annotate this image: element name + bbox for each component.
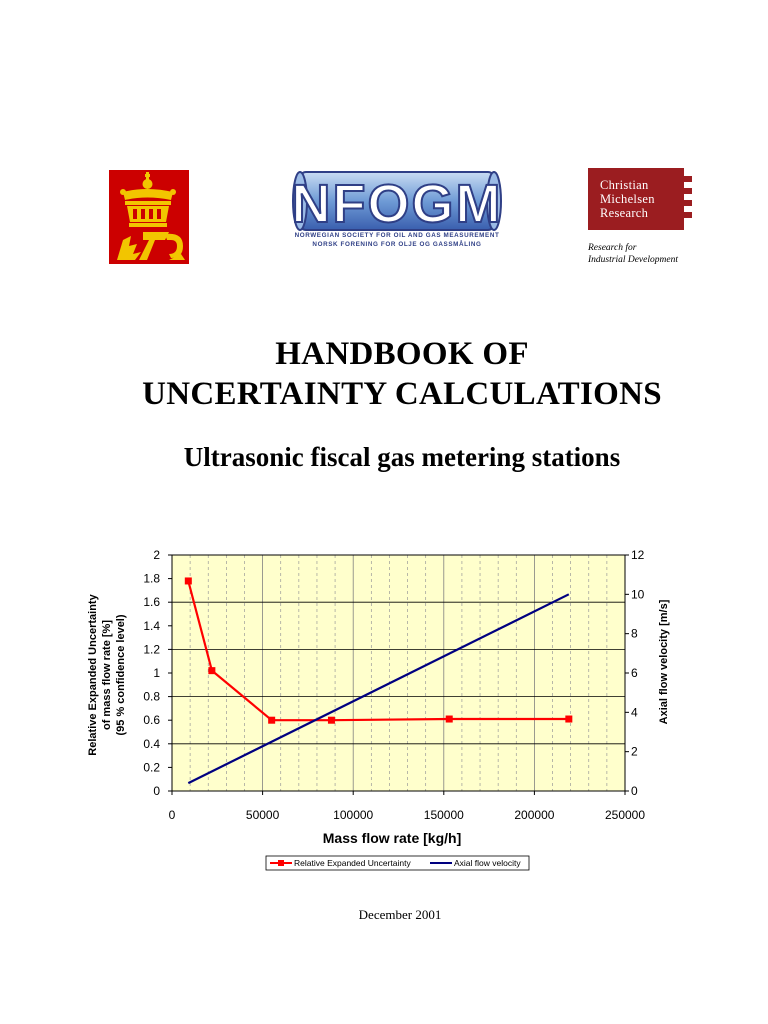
uncertainty-data-point xyxy=(445,715,453,723)
legend-box xyxy=(265,855,530,871)
velocity-series-line xyxy=(187,593,570,785)
cmr-logo-tick xyxy=(684,176,692,182)
x-axis-label: Mass flow rate [kg/h] xyxy=(323,830,461,846)
x-tick-label: 100000 xyxy=(333,808,373,822)
cmr-logo-box: Christian Michelsen Research xyxy=(588,168,684,230)
y-axis-label-line3: (95 % confidence level) xyxy=(115,614,127,735)
y2-tick-label: 12 xyxy=(631,548,645,562)
y-tick-label: 0.6 xyxy=(143,713,160,727)
uncertainty-data-point xyxy=(184,577,192,585)
cmr-tagline-line1: Research for xyxy=(588,243,637,253)
uncertainty-data-point xyxy=(208,667,216,675)
y-tick-label: 0.8 xyxy=(143,690,160,704)
nfogm-logo-text: NFOGM xyxy=(292,174,503,234)
plot-area xyxy=(172,555,625,791)
norway-crest-logo xyxy=(109,170,189,264)
y-tick-label: 1 xyxy=(153,666,160,680)
uncertainty-series-line xyxy=(187,580,569,722)
y2-tick-label: 0 xyxy=(631,784,638,798)
cmr-logo-tick xyxy=(684,200,692,206)
legend-marker-uncertainty xyxy=(278,860,284,866)
y-tick-label: 2 xyxy=(153,548,160,562)
uncertainty-chart-svg: 0 0.2 0.4 0.6 0.8 1 1.2 1.4 1.6 1.8 2 0 2 4 6 8 10 12 0 500… xyxy=(87,548,670,871)
cmr-logo: Christian Michelsen Research Research fo… xyxy=(588,168,692,265)
y-axis-label-line1: Relative Expanded Uncertainty xyxy=(87,593,99,755)
y-tick-label: 0 xyxy=(153,784,160,798)
y2-tick-label: 10 xyxy=(631,587,645,601)
document-title-line1: HANDBOOK OF xyxy=(275,336,529,372)
cmr-name-line1: Christian xyxy=(600,178,649,192)
legend-label-velocity: Axial flow velocity xyxy=(454,858,521,868)
x-tick-label: 50000 xyxy=(246,808,280,822)
x-tick-label: 200000 xyxy=(514,808,554,822)
y-tick-label: 1.6 xyxy=(143,595,160,609)
y2-tick-label: 8 xyxy=(631,627,638,641)
cmr-name-line2: Michelsen xyxy=(600,192,655,206)
legend-label-uncertainty: Relative Expanded Uncertainty xyxy=(294,858,411,868)
x-tick-label: 0 xyxy=(169,808,176,822)
y2-axis-label: Axial flow velocity [m/s] xyxy=(658,599,670,724)
uncertainty-data-point xyxy=(268,716,276,724)
cmr-logo-tick xyxy=(684,212,692,218)
y-axis-label-line2: of mass flow rate [%] xyxy=(101,620,113,730)
uncertainty-chart: 0 0.2 0.4 0.6 0.8 1 1.2 1.4 1.6 1.8 2 0 2 4 6 8 10 12 0 500… xyxy=(80,540,680,880)
uncertainty-data-point xyxy=(327,716,335,724)
nfogm-subtitle-line2: NORSK FORENING FOR OLJE OG GASSMÅLING xyxy=(312,241,482,248)
y2-tick-label: 4 xyxy=(631,705,638,719)
document-title-line2: UNCERTAINTY CALCULATIONS xyxy=(142,376,662,412)
document-date: December 2001 xyxy=(358,907,442,922)
y2-tick-label: 6 xyxy=(631,666,638,680)
cmr-logo-tick xyxy=(684,188,692,194)
chart-legend: Relative Expanded Uncertainty Axial flow… xyxy=(265,855,530,871)
x-tick-label: 150000 xyxy=(424,808,464,822)
y-tick-label: 1.8 xyxy=(143,572,160,586)
nfogm-subtitle-line1: NORWEGIAN SOCIETY FOR OIL AND GAS MEASUR… xyxy=(294,232,500,239)
y-tick-label: 1.2 xyxy=(143,642,160,656)
cmr-name-line3: Research xyxy=(600,206,649,220)
y-tick-label: 1.4 xyxy=(143,619,160,633)
x-tick-label: 250000 xyxy=(605,808,645,822)
cmr-tagline-line2: Industrial Development xyxy=(588,255,678,265)
uncertainty-data-point xyxy=(565,715,573,723)
y-tick-label: 0.4 xyxy=(143,737,160,751)
document-subtitle: Ultrasonic fiscal gas metering stations xyxy=(183,442,621,472)
y2-tick-label: 2 xyxy=(631,745,638,759)
nfogm-logo: NFOGM NORWEGIAN SOCIETY FOR OIL AND GAS … xyxy=(286,168,508,256)
y-tick-label: 0.2 xyxy=(143,760,160,774)
